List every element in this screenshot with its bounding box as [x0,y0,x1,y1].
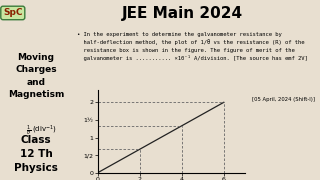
Text: JEE Main 2024: JEE Main 2024 [122,6,243,21]
Text: Moving
Charges
and
Magnetism: Moving Charges and Magnetism [8,53,64,100]
Text: SpC: SpC [3,8,22,17]
Text: $\frac{1}{\theta}$ (div$^{-1}$): $\frac{1}{\theta}$ (div$^{-1}$) [26,124,57,138]
Text: [05 April, 2024 (Shift-I)]: [05 April, 2024 (Shift-I)] [252,97,315,102]
Text: Class
12 Th
Physics: Class 12 Th Physics [14,135,58,173]
Text: • In the experiment to determine the galvanometer resistance by
  half-deflectio: • In the experiment to determine the gal… [77,32,308,61]
